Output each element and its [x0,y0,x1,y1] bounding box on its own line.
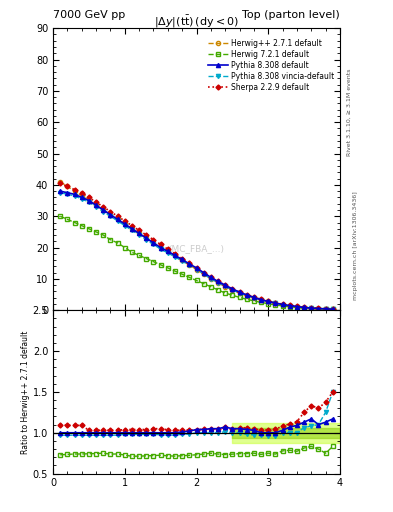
Text: mcplots.cern.ch [arXiv:1306.3436]: mcplots.cern.ch [arXiv:1306.3436] [353,191,358,300]
Text: (MC_FBA_...): (MC_FBA_...) [169,244,224,253]
Title: $|\Delta y|(\mathrm{t\bar{t}})\,(\mathrm{dy < 0})$: $|\Delta y|(\mathrm{t\bar{t}})\,(\mathrm… [154,14,239,30]
Text: 7000 GeV pp: 7000 GeV pp [53,10,125,20]
Legend: Herwig++ 2.7.1 default, Herwig 7.2.1 default, Pythia 8.308 default, Pythia 8.308: Herwig++ 2.7.1 default, Herwig 7.2.1 def… [207,37,336,93]
Text: Rivet 3.1.10, ≥ 3.1M events: Rivet 3.1.10, ≥ 3.1M events [347,69,352,156]
Y-axis label: Ratio to Herwig++ 2.7.1 default: Ratio to Herwig++ 2.7.1 default [21,330,30,454]
Text: Top (parton level): Top (parton level) [242,10,340,20]
